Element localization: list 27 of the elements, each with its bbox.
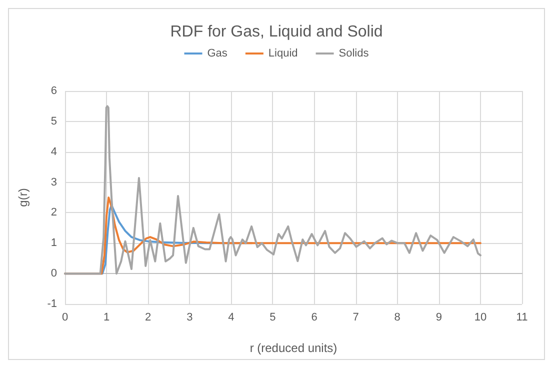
y-tick-label: 6 (50, 85, 57, 97)
line-series (64, 105, 482, 275)
x-tick-label: 0 (62, 312, 68, 324)
legend-label: Liquid (268, 48, 298, 60)
legend-label: Gas (207, 48, 228, 60)
x-tick-label: 5 (270, 312, 276, 324)
y-tick-label: 5 (50, 115, 57, 128)
y-tick-label: 3 (50, 176, 57, 188)
y-tick-label: -1 (47, 298, 57, 310)
x-tick-label: 11 (516, 312, 528, 324)
x-tick-label: 8 (394, 312, 400, 324)
x-tick-label: 4 (228, 312, 234, 324)
y-tick-label: 4 (50, 146, 57, 158)
x-tick-label: 6 (311, 312, 318, 324)
x-tick-label: 1 (103, 312, 110, 324)
y-axis-title: g(r) (16, 188, 30, 207)
x-tick-label: 2 (145, 312, 152, 324)
y-tick-label: 2 (50, 206, 57, 219)
chart-title: RDF for Gas, Liquid and Solid (170, 24, 383, 40)
x-axis-title: r (reduced units) (250, 341, 338, 355)
x-tick-label: 3 (186, 312, 193, 324)
x-tick-label: 9 (436, 312, 442, 324)
y-tick-label: 1 (50, 237, 57, 250)
y-tick-label: 0 (50, 268, 57, 280)
legend-label: Solids (338, 48, 370, 60)
x-tick-label: 7 (352, 312, 359, 324)
x-tick-label: 10 (474, 312, 487, 324)
